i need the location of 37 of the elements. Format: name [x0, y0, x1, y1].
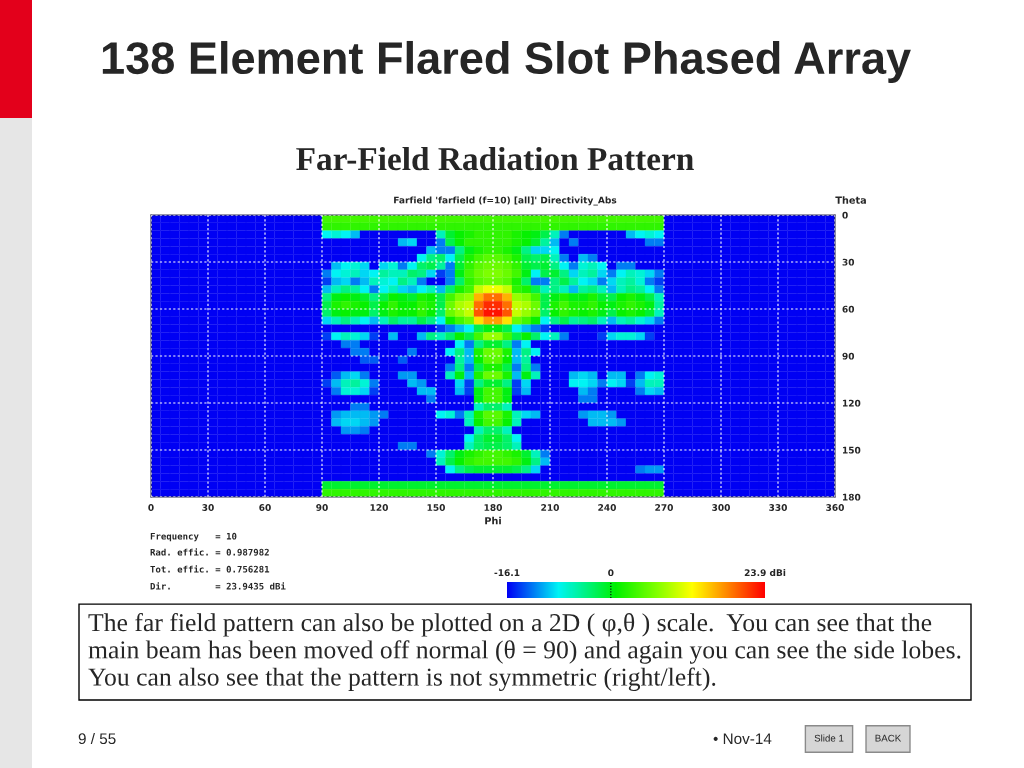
x-axis-title: Phi: [485, 516, 501, 525]
x-tick-label: 330: [769, 504, 787, 511]
y-tick-label: 120: [842, 399, 861, 407]
y-tick-label: 90: [842, 352, 855, 360]
color-bar-label: 23.9 dBi: [744, 569, 786, 577]
text: Tot. effic. = 0.756281: [150, 565, 270, 573]
text: Dir. = 23.9435 dBi: [150, 582, 286, 590]
x-tick-label: 150: [427, 504, 445, 511]
x-tick-label: 270: [655, 504, 673, 511]
text: The far field pattern can also be plotted on a 2D ( φ,θ ) scale. You can see that the main beam has been moved off normal (θ = 90) and again you can see the side lobes. You can also see that the pattern is not symmetric (right/left).: [88, 613, 961, 692]
color-bar-label: -16.1: [494, 569, 520, 577]
x-tick-label: 0: [148, 504, 154, 511]
text: • Nov-14: [713, 733, 772, 745]
y-tick-label: 150: [842, 446, 861, 454]
y-tick-label: 30: [842, 258, 855, 266]
x-tick-label: 120: [370, 504, 388, 511]
y-tick-label: 60: [842, 305, 855, 313]
chart-title: 138 Element Flared Slot Phased Array: [102, 40, 911, 84]
color-bar-label: 0: [608, 569, 614, 577]
x-tick-label: 60: [259, 504, 271, 511]
x-tick-label: 360: [826, 504, 844, 511]
x-tick-label: 180: [484, 504, 502, 511]
x-tick-label: 240: [598, 504, 616, 511]
text: Rad. effic. = 0.987982: [150, 548, 269, 556]
x-tick-label: 210: [541, 504, 559, 511]
y-tick-label: 0: [842, 211, 848, 219]
x-tick-label: 30: [202, 504, 214, 511]
x-tick-label: 300: [712, 504, 730, 511]
chart-subtitle: Far-Field Radiation Pattern: [296, 146, 694, 171]
text: 9 / 55: [78, 732, 116, 745]
y-tick-label: 180: [842, 493, 861, 501]
y-axis-title: Theta: [835, 196, 866, 204]
text: Frequency = 10: [150, 532, 237, 542]
text: Slide 1: [814, 734, 844, 742]
x-tick-label: 90: [316, 504, 328, 511]
text: BACK: [875, 734, 902, 742]
text: Farfield 'farfield (f=10) [all]' Directivity_Abs: [394, 196, 617, 206]
